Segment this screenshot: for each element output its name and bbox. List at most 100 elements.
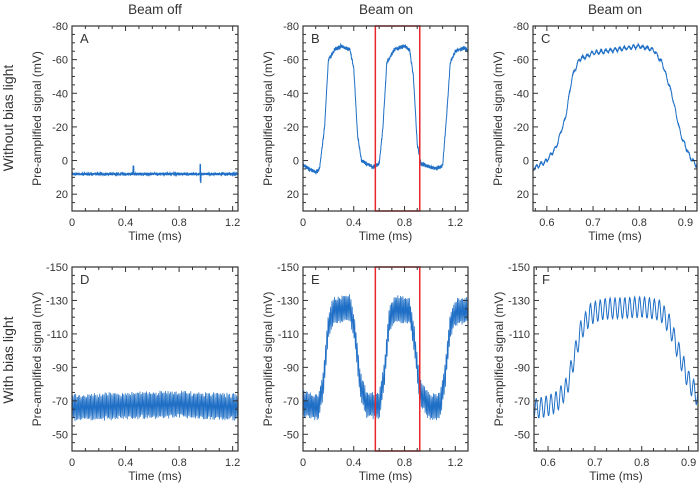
y-tick-label: -20 <box>513 122 529 134</box>
x-axis-label: Time (ms) <box>589 469 643 483</box>
x-tick-label: 0.7 <box>587 457 602 469</box>
y-tick-label: -70 <box>514 396 530 408</box>
x-tick-label: 1.2 <box>225 457 240 469</box>
column-title-beam-on-2: Beam on <box>588 2 642 17</box>
y-tick-label: -90 <box>283 362 299 374</box>
y-tick-label: 0 <box>62 156 68 168</box>
y-tick-label: -130 <box>46 295 68 307</box>
plot-frame <box>71 25 239 212</box>
x-tick-label: 0 <box>69 217 75 229</box>
x-tick-label: 0.9 <box>678 217 693 229</box>
x-tick-label: 1.2 <box>448 457 463 469</box>
y-axis-label: Pre-amplified signal (mV) <box>491 51 505 186</box>
x-tick-label: 0.9 <box>681 457 696 469</box>
panel-d: 0 0.4 0.8 1.2 -150 -130 -110 -90 -70 -50 Time (ms)… <box>30 262 240 483</box>
signal-trace <box>302 42 469 175</box>
plot-frame <box>533 266 699 452</box>
plot-frame <box>71 266 239 452</box>
y-tick-label: -110 <box>509 329 530 341</box>
row-label-with-bias: With bias light <box>0 316 16 403</box>
panel-f: 0.6 0.7 0.8 0.9 -150 -130 -110 -90 -70 -50 Time (m… <box>492 262 699 483</box>
y-axis-label: Pre-amplified signal (mV) <box>261 292 275 427</box>
x-tick-label: 0.8 <box>397 457 412 469</box>
panel-letter: A <box>80 31 89 46</box>
y-tick-label: -60 <box>513 55 529 67</box>
y-tick-label: -40 <box>283 88 299 100</box>
x-tick-label: 0.7 <box>585 217 600 229</box>
x-axis-label: Time (ms) <box>128 469 182 483</box>
y-tick-label: -50 <box>283 429 299 441</box>
y-tick-label: -110 <box>278 329 299 341</box>
panel-c: 0.6 0.7 0.8 0.9 -80 -60 -40 -20 0 20 Time (ms) Pre-… <box>491 21 698 243</box>
x-tick-label: 0.4 <box>346 217 361 229</box>
panel-letter: B <box>311 31 320 46</box>
panel-letter: F <box>542 272 550 287</box>
y-tick-label: -60 <box>283 55 299 67</box>
y-tick-label: -130 <box>508 295 530 307</box>
x-tick-label: 0.4 <box>118 217 133 229</box>
panel-a: 0 0.4 0.8 1.2 -80 -60 -40 -20 0 20 Time (ms) Pre-am… <box>30 21 240 243</box>
plot-frame <box>302 25 469 212</box>
y-tick-label: -70 <box>283 396 299 408</box>
x-tick-label: 0.4 <box>346 457 361 469</box>
signal-trace <box>302 294 469 421</box>
x-tick-label: 1.2 <box>225 217 240 229</box>
panel-e: 0 0.4 0.8 1.2 -150 -130 -110 -90 -70 -50 Time (ms)… <box>261 262 469 483</box>
panel-letter: D <box>80 272 89 287</box>
y-tick-label: -20 <box>52 122 68 134</box>
column-title-beam-on-1: Beam on <box>359 2 413 17</box>
x-axis-label: Time (ms) <box>359 469 413 483</box>
y-axis-label: Pre-amplified signal (mV) <box>492 292 506 427</box>
y-tick-label: -80 <box>513 21 529 33</box>
y-tick-label: -40 <box>513 88 529 100</box>
y-tick-label: -50 <box>52 429 68 441</box>
y-tick-label: -150 <box>508 262 530 274</box>
signal-trace <box>71 163 239 184</box>
y-tick-label: 0 <box>523 156 529 168</box>
y-tick-label: -90 <box>514 362 530 374</box>
x-tick-label: 0 <box>300 457 306 469</box>
zoom-region-highlight <box>374 25 421 212</box>
y-tick-label: -60 <box>52 55 68 67</box>
signal-trace <box>533 295 699 420</box>
y-tick-label: -110 <box>47 329 68 341</box>
panel-b: 0 0.4 0.8 1.2 -80 -60 -40 -20 0 20 Time (ms) Pre-am… <box>261 21 469 243</box>
column-title-beam-off: Beam off <box>128 2 182 17</box>
signal-trace <box>532 42 698 171</box>
y-tick-label: -80 <box>52 21 68 33</box>
panel-letter: C <box>541 31 550 46</box>
x-axis-label: Time (ms) <box>588 229 642 243</box>
x-tick-label: 0.8 <box>632 217 647 229</box>
panel-letter: E <box>311 272 320 287</box>
y-tick-label: -150 <box>277 262 299 274</box>
y-axis-label: Pre-amplified signal (mV) <box>30 51 44 186</box>
x-tick-label: 0 <box>300 217 306 229</box>
x-tick-label: 0.6 <box>540 457 555 469</box>
y-tick-label: -50 <box>514 429 530 441</box>
y-tick-label: -90 <box>52 362 68 374</box>
y-axis-label: Pre-amplified signal (mV) <box>261 51 275 186</box>
x-tick-label: 0.8 <box>634 457 649 469</box>
signal-trace <box>71 390 239 422</box>
y-tick-label: -130 <box>277 295 299 307</box>
row-label-without-bias: Without bias light <box>0 65 16 172</box>
y-tick-label: -80 <box>283 21 299 33</box>
y-tick-label: -20 <box>283 122 299 134</box>
x-axis-label: Time (ms) <box>128 229 182 243</box>
y-tick-label: 20 <box>56 189 68 201</box>
y-tick-label: -70 <box>52 396 68 408</box>
x-tick-label: 0 <box>69 457 75 469</box>
x-tick-label: 0.8 <box>171 217 186 229</box>
x-tick-label: 0.6 <box>539 217 554 229</box>
x-tick-label: 0.8 <box>171 457 186 469</box>
x-tick-label: 1.2 <box>448 217 463 229</box>
y-tick-label: -150 <box>46 262 68 274</box>
plot-frame <box>532 25 698 212</box>
zoom-region-highlight <box>374 266 421 452</box>
x-tick-label: 0.4 <box>118 457 133 469</box>
x-tick-label: 0.8 <box>397 217 412 229</box>
y-tick-label: 20 <box>287 189 299 201</box>
x-axis-label: Time (ms) <box>359 229 413 243</box>
y-tick-label: 20 <box>517 189 529 201</box>
